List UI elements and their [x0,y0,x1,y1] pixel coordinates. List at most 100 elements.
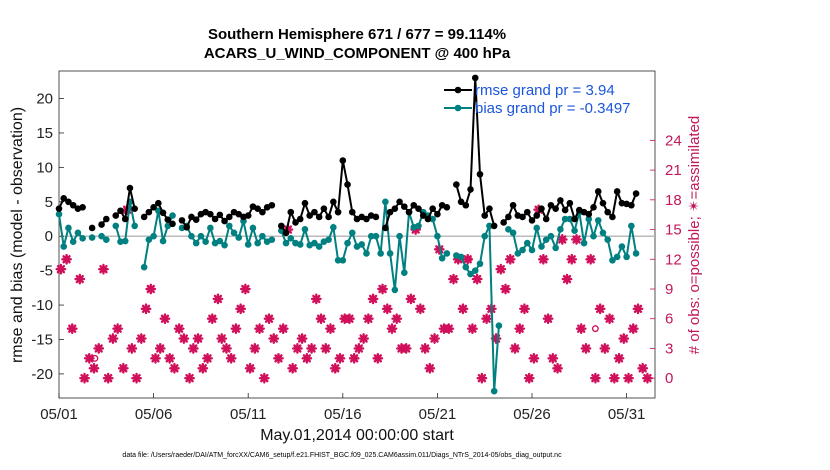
obs-assimilated-point [471,273,483,285]
obs-assimilated-point [296,333,308,344]
bias-point [358,241,366,248]
bias-point [523,239,531,247]
bias-point [528,246,536,254]
obs-assimilated-point [287,362,299,374]
x-tick-label: 05/11 [230,406,266,423]
rmse-point [344,181,351,188]
obs-assimilated-point [637,362,649,374]
obs-assimilated-point [291,343,303,354]
rmse-point [268,201,276,209]
rmse-point [254,205,261,212]
obs-assimilated-point [580,343,592,354]
y2-tick-label: 15 [665,222,682,239]
obs-assimilated-point [107,333,119,344]
rmse-point [486,205,493,212]
rmse-point [594,188,602,195]
bias-point [533,224,541,232]
y-tick-label: -20 [31,366,53,383]
obs-possible-point [91,354,99,362]
obs-assimilated-point [131,372,142,384]
obs-assimilated-point [178,333,190,344]
bias-point [443,250,451,257]
rmse-point [207,210,214,218]
rmse-point [462,201,470,209]
obs-assimilated-point [561,273,573,285]
rmse-point [292,219,299,226]
rmse-point [453,181,460,188]
obs-assimilated-point [202,352,213,364]
obs-assimilated-point [301,352,313,364]
rmse-point [287,208,295,216]
y-axis-right: 0 3 6 9 12 15 18 21 24 [650,132,682,387]
bias-point [55,210,63,218]
bias-point [623,253,630,261]
x-tick-label: 05/31 [608,406,646,423]
obs-assimilated-point [400,343,412,354]
obs-assimilated-point [381,303,393,315]
bias-point [244,241,252,248]
obs-assimilated-point [126,343,138,354]
bias-point [230,229,238,237]
obs-assimilated-point [566,253,578,265]
rmse-point [405,208,413,216]
rmse-point [471,74,479,82]
obs-assimilated-point [102,372,114,384]
rmse-point [330,198,337,206]
rmse-point [140,213,148,221]
rmse-point [103,215,110,223]
y-tick-label: 15 [36,125,53,142]
bias-point [561,215,569,223]
bias-point [334,257,342,264]
obs-assimilated-point [239,283,251,295]
bias-point [268,236,276,243]
x-axis-label: May.01,2014 00:00:00 start [260,427,454,444]
obs-assimilated-point [221,343,232,354]
bias-point [339,257,347,264]
obs-assimilated-point [556,234,568,245]
obs-assimilated-point [594,303,606,315]
bias-point [552,244,559,252]
rmse-point [585,210,593,218]
bias-point [391,286,399,294]
obs-possible-point [465,255,473,263]
bias-point [367,232,375,240]
obs-assimilated-point [249,343,261,354]
bias-point [282,239,290,247]
rmse-point [386,208,394,216]
obs-assimilated-point [135,333,147,344]
bias-point [74,229,82,237]
rmse-point [145,208,153,216]
obs-assimilated-point [169,362,180,374]
bias-point [467,270,474,278]
rmse-point [225,213,233,221]
y-tick-label: 10 [36,159,53,176]
obs-assimilated-point [258,372,270,384]
rmse-point [192,216,200,223]
chart-title-line1: Southern Hemisphere 671 / 677 = 99.114% [208,26,506,43]
rmse-point [599,199,607,207]
rmse-point [311,208,318,216]
obs-assimilated-point [348,352,360,364]
obs-assimilated-point [277,323,289,335]
y-tick-label: 5 [45,194,53,211]
obs-assimilated-point [140,303,152,315]
rmse-point [306,212,313,219]
obs-assimilated-point [448,273,459,285]
obs-assimilated-point [268,333,280,344]
rmse-point [131,205,138,212]
y-tick-label: -15 [31,331,53,348]
rmse-point [117,207,124,215]
obs-assimilated-point [623,372,634,384]
obs-assimilated-point [523,372,535,384]
rmse-point [424,215,432,223]
rmse-point [159,209,167,217]
rmse-point [415,205,422,212]
bias-point [344,239,351,247]
obs-assimilated-point [514,323,526,335]
data-file-footnote: data file: /Users/raeder/DAI/ATM_forcXX/… [122,452,562,459]
obs-assimilated-point [358,333,370,344]
bias-point [169,212,176,219]
obs-assimilated-point [528,352,540,364]
bias-point [396,232,403,240]
obs-assimilated-point [519,303,530,315]
